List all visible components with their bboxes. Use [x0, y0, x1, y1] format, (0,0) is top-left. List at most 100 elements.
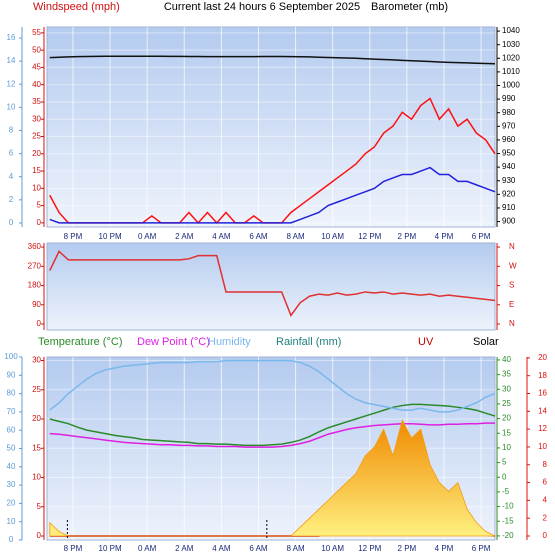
data	[49, 55, 496, 540]
y-tick-label: 270	[28, 261, 42, 270]
y-tick-label: 1010	[502, 67, 520, 76]
x-tick-label: 8 AM	[286, 232, 305, 241]
y-tick-label: 70	[7, 407, 16, 416]
y-tick-label: 16	[538, 389, 547, 398]
y-tick-label: 360	[28, 242, 42, 251]
y-tick-label: 10	[538, 442, 547, 451]
legend-label: UV	[418, 336, 434, 348]
x-tick-label: 2 PM	[398, 232, 417, 241]
x-tick-label: 6 AM	[249, 232, 268, 241]
x-tick-label: 10 AM	[321, 232, 344, 241]
y-tick-label: 0	[502, 472, 507, 481]
y-tick-label: S	[509, 281, 514, 290]
x-tick-label: 4 PM	[435, 232, 454, 241]
x-tick-label: 4 AM	[212, 544, 231, 553]
x-tick-label: 0 AM	[138, 232, 157, 241]
y-tick-label: 0	[9, 535, 14, 544]
y-tick-label: 0	[37, 531, 42, 540]
y-tick-label: 0	[37, 218, 42, 227]
y-tick-label: 30	[32, 114, 41, 123]
y-tick-label: 10	[7, 102, 16, 111]
y-tick-label: 0	[37, 319, 42, 328]
y-tick-label: 1020	[502, 53, 520, 62]
y-tick-label: 12	[538, 424, 547, 433]
y-tick-label: 15	[32, 443, 41, 452]
y-tick-label: 6	[543, 478, 548, 487]
y-tick-label: -10	[502, 502, 514, 511]
y-tick-label: 15	[32, 166, 41, 175]
y-tick-label: 940	[502, 162, 516, 171]
y-tick-label: 100	[4, 352, 18, 361]
x-tick-label: 12 PM	[358, 232, 381, 241]
y-tick-label: W	[509, 261, 517, 270]
y-tick-label: 35	[502, 370, 511, 379]
y-tick-label: 90	[32, 300, 41, 309]
y-tick-label: 900	[502, 217, 516, 226]
y-tick-label: 1000	[502, 81, 520, 90]
y-tick-label: 20	[538, 353, 547, 362]
y-tick-label: 40	[502, 355, 511, 364]
x-tick-label: 2 AM	[175, 232, 194, 241]
panel	[46, 242, 496, 331]
y-tick-label: 4	[543, 495, 548, 504]
y-tick-label: 35	[32, 97, 41, 106]
y-tick-label: 25	[32, 132, 41, 141]
y-tick-label: 45	[32, 63, 41, 72]
y-tick-label: 30	[7, 480, 16, 489]
y-tick-label: 1040	[502, 26, 520, 35]
y-tick-label: 40	[7, 462, 16, 471]
x-tick-label: 8 PM	[64, 232, 83, 241]
y-tick-label: 40	[32, 80, 41, 89]
y-tick-label: 910	[502, 203, 516, 212]
y-tick-label: 8	[543, 460, 548, 469]
x-tick-label: 2 AM	[175, 544, 194, 553]
y-tick-label: 8	[9, 126, 14, 135]
y-tick-label: 4	[9, 172, 14, 181]
x-tick-label: 0 AM	[138, 544, 157, 553]
x-tick-label: 2 PM	[398, 544, 417, 553]
axes: 8 PM 10 PM 0 AM 2 AM 4 AM 6 AM 8 AM 10 AM 12 PM 2…	[4, 26, 547, 553]
wind-label: Windspeed (mph)	[33, 1, 120, 13]
y-tick-label: 55	[32, 28, 41, 37]
x-tick-label: 4 PM	[435, 544, 454, 553]
x-tick-label: 8 AM	[286, 544, 305, 553]
y-tick-label: 18	[538, 371, 547, 380]
y-tick-label: -5	[502, 487, 510, 496]
legend-label: Dew Point (°C)	[137, 336, 210, 348]
y-tick-label: 14	[538, 406, 547, 415]
x-tick-label: 10 AM	[321, 544, 344, 553]
legend-label: Rainfall (mm)	[276, 336, 341, 348]
y-tick-label: 180	[28, 281, 42, 290]
series-line	[49, 359, 496, 413]
solar-area	[49, 419, 496, 537]
y-tick-label: 15	[502, 428, 511, 437]
legend-label: Temperature (°C)	[38, 336, 122, 348]
y-tick-label: 920	[502, 189, 516, 198]
series-line	[49, 250, 496, 318]
y-tick-label: 10	[32, 473, 41, 482]
legend-label: Solar	[473, 336, 499, 348]
y-tick-label: 960	[502, 135, 516, 144]
y-tick-label: 20	[502, 414, 511, 423]
y-tick-label: 980	[502, 108, 516, 117]
y-tick-label: 14	[7, 56, 16, 65]
y-tick-label: 0	[543, 531, 548, 540]
series-line	[49, 55, 496, 65]
y-tick-label: N	[509, 319, 515, 328]
y-tick-label: 20	[32, 149, 41, 158]
y-tick-label: 80	[7, 389, 16, 398]
y-tick-label: -20	[502, 531, 514, 540]
y-tick-label: 990	[502, 94, 516, 103]
x-tick-label: 4 AM	[212, 232, 231, 241]
y-tick-label: 90	[7, 370, 16, 379]
y-tick-label: 25	[502, 399, 511, 408]
y-tick-label: 10	[502, 443, 511, 452]
x-tick-label: 10 PM	[99, 232, 122, 241]
legend-label: Humidity	[208, 336, 251, 348]
y-tick-label: 970	[502, 121, 516, 130]
y-tick-label: 10	[32, 183, 41, 192]
y-tick-label: 50	[32, 45, 41, 54]
y-tick-label: 6	[9, 149, 14, 158]
y-tick-label: 12	[7, 79, 16, 88]
